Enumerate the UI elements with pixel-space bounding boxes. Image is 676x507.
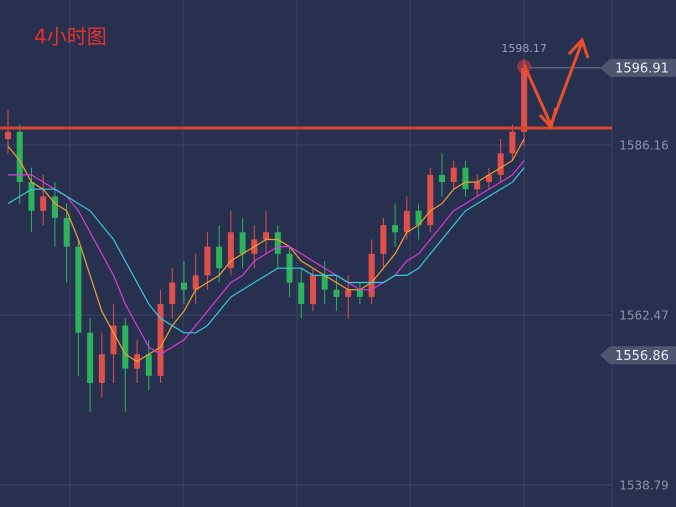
vertical-grid xyxy=(69,0,613,507)
drawn-arrow-head xyxy=(567,37,590,59)
candle-body xyxy=(40,196,47,211)
candle-body xyxy=(122,325,129,369)
high-label: 1598.17 xyxy=(501,42,547,55)
price-tag-label: 1556.86 xyxy=(615,349,669,364)
candle-body xyxy=(333,289,340,297)
candle-body xyxy=(145,354,152,376)
candle-body xyxy=(239,232,246,254)
candle-body xyxy=(521,67,528,132)
candle-body xyxy=(169,282,176,305)
candle-body xyxy=(227,232,234,269)
candle-body xyxy=(110,325,117,355)
candle-body xyxy=(63,217,70,247)
candle-body xyxy=(180,282,187,290)
candle-body xyxy=(485,174,492,183)
y-tick-label: 1562.47 xyxy=(619,309,669,323)
candle-body xyxy=(75,246,82,333)
candle-body xyxy=(380,225,387,254)
moving-average-line xyxy=(7,138,525,363)
candle-body xyxy=(274,232,281,254)
candle-body xyxy=(87,332,94,383)
candle-body xyxy=(5,131,11,140)
candle-body xyxy=(427,174,434,226)
candle-body xyxy=(192,275,199,290)
candle-body xyxy=(415,210,422,226)
candle-body xyxy=(403,210,410,233)
candle-body xyxy=(16,131,23,183)
candle-body xyxy=(474,182,481,190)
candle-body xyxy=(368,253,375,297)
moving-average-line xyxy=(7,167,525,334)
price-tag xyxy=(600,58,676,77)
price-tag xyxy=(600,346,676,365)
candle-body xyxy=(462,167,469,190)
candle-body xyxy=(497,153,504,175)
candle-body xyxy=(345,289,352,297)
candle-body xyxy=(157,304,164,376)
candle-body xyxy=(356,289,363,297)
candle-body xyxy=(298,282,305,305)
y-tick-label: 1586.16 xyxy=(619,139,669,153)
candle-body xyxy=(216,246,223,269)
candle-body xyxy=(51,196,58,218)
candle-body xyxy=(204,246,211,276)
candle-body xyxy=(321,275,328,290)
moving-average-line xyxy=(8,160,525,356)
candle-body xyxy=(392,225,399,233)
candle-body xyxy=(263,232,270,240)
candle-body xyxy=(509,131,516,154)
candle-body xyxy=(28,182,35,211)
drawn-arrow-head xyxy=(538,107,558,131)
price-tag-label: 1596.91 xyxy=(615,61,669,76)
candle-body xyxy=(439,174,446,183)
y-tick-label: 1538.79 xyxy=(619,478,669,492)
candle-body xyxy=(98,354,105,383)
candle-body xyxy=(309,275,316,305)
candle-body xyxy=(450,167,457,183)
chart-title: 4小时图 xyxy=(34,25,107,49)
